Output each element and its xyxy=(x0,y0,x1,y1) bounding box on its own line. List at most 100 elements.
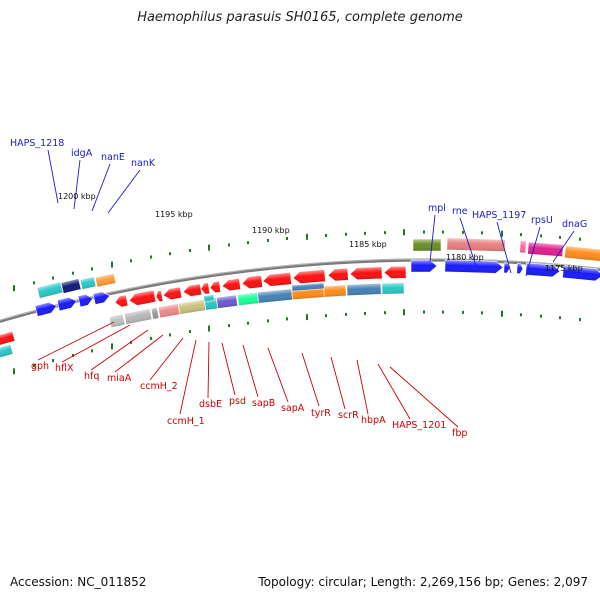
feature-box xyxy=(412,238,442,252)
forward-arrow xyxy=(92,291,111,305)
reverse-arrow xyxy=(200,282,211,295)
forward-arrow xyxy=(444,259,504,274)
feature-box xyxy=(157,303,181,319)
forward-arrow xyxy=(410,259,438,273)
leader-line xyxy=(429,214,436,263)
map-title: Haemophilus parasuis SH0165, complete ge… xyxy=(137,10,463,25)
leader-line xyxy=(61,324,131,363)
feature-box xyxy=(123,308,153,325)
ruler-ticks xyxy=(13,229,581,375)
gene-label-idgA: idgA xyxy=(71,148,93,159)
feature-box xyxy=(203,294,215,303)
reverse-arrow xyxy=(162,286,183,301)
gene-label-ccmH_1: ccmH_1 xyxy=(167,416,205,427)
kbp-label-1195: 1195 kbp xyxy=(155,210,193,219)
gene-label-HAPS_1201: HAPS_1201 xyxy=(392,420,446,431)
gene-label-sapA: sapA xyxy=(281,403,305,414)
reverse-arrow xyxy=(155,289,164,303)
reverse-arrow xyxy=(114,294,129,308)
gene-label-HAPS_1197: HAPS_1197 xyxy=(472,210,526,221)
feature-box xyxy=(519,240,527,254)
gene-label-tyrR: tyrR xyxy=(311,408,331,419)
forward-arrow xyxy=(516,263,524,274)
feature-box xyxy=(527,241,564,257)
feature-box xyxy=(177,299,207,315)
leader-line xyxy=(552,230,575,263)
gene-label-ccmH_2: ccmH_2 xyxy=(140,381,178,392)
backbone-arc xyxy=(0,258,600,323)
leader-line xyxy=(107,169,141,214)
gene-label-scrR: scrR xyxy=(338,410,359,421)
reverse-arrow xyxy=(128,289,157,306)
feature-box xyxy=(94,273,117,288)
leader-line xyxy=(221,342,236,396)
feature-box xyxy=(108,313,126,328)
gene-label-hflX: hflX xyxy=(55,363,74,374)
feature-box xyxy=(216,294,238,309)
gene-label-psd: psd xyxy=(229,396,246,407)
feature-box xyxy=(237,292,259,306)
feature-box xyxy=(60,278,82,294)
gene-label-fbp: fbp xyxy=(452,428,467,439)
leader-line xyxy=(149,337,184,381)
forward-arrow xyxy=(525,262,561,278)
leader-line xyxy=(242,344,259,398)
reverse-arrow xyxy=(349,266,383,281)
leader-line xyxy=(37,321,115,361)
reverse-arrow xyxy=(292,269,326,284)
leader-line xyxy=(114,334,164,373)
kbp-label-1190: 1190 kbp xyxy=(252,226,290,235)
gene-label-rpsU: rpsU xyxy=(531,215,553,226)
forward-arrow xyxy=(56,297,78,312)
reverse-arrow xyxy=(383,265,407,279)
gene-label-hfq: hfq xyxy=(84,371,99,382)
leader-line xyxy=(356,359,369,415)
feature-box xyxy=(346,282,382,296)
feature-box xyxy=(0,343,14,359)
reverse-arrow xyxy=(262,271,292,287)
gene-label-HAPS_1218: HAPS_1218 xyxy=(10,138,64,149)
reverse-arrow xyxy=(221,278,241,292)
gene-label-gph: gph xyxy=(31,361,49,372)
kbp-label-1200: 1200 kbp xyxy=(58,192,96,201)
gene-label-nanK: nanK xyxy=(131,158,156,169)
gene-label-hbpA: hbpA xyxy=(361,415,386,426)
feature-box xyxy=(564,245,600,263)
leader-line xyxy=(207,341,210,399)
genome-summary: Topology: circular; Length: 2,269,156 bp… xyxy=(258,575,588,589)
leader-line xyxy=(525,226,541,277)
feature-box xyxy=(36,281,64,299)
gene-label-dsbE: dsbE xyxy=(199,399,222,410)
reverse-arrow xyxy=(327,267,349,282)
gene-label-dnaG: dnaG xyxy=(562,219,587,230)
feature-box xyxy=(150,306,160,320)
leader-line xyxy=(179,339,197,415)
gene-label-sapB: sapB xyxy=(252,398,275,409)
forward-arrow xyxy=(34,302,58,317)
forward-arrow xyxy=(562,265,600,282)
leader-line xyxy=(377,363,411,420)
accession-text: Accession: NC_011852 xyxy=(10,575,147,589)
kbp-label-1175: 1175 kbp xyxy=(545,264,583,273)
gene-label-nanE: nanE xyxy=(101,152,125,163)
gene-label-mpl: mpl xyxy=(428,203,446,214)
feature-box xyxy=(0,330,16,346)
feature-box xyxy=(79,276,97,290)
kbp-label-1185: 1185 kbp xyxy=(349,240,387,249)
leader-line xyxy=(459,217,477,267)
label-leaders xyxy=(37,149,575,428)
forward-arrow xyxy=(77,294,94,308)
gene-label-rne: rne xyxy=(452,206,468,217)
feature-box xyxy=(323,284,347,298)
gene-label-miaA: miaA xyxy=(107,373,132,384)
reverse-arrow xyxy=(241,274,263,290)
feature-box xyxy=(257,288,293,304)
reverse-arrow xyxy=(182,283,203,297)
leader-line xyxy=(90,329,149,371)
gene-features xyxy=(0,237,600,359)
leader-line xyxy=(47,149,59,204)
feature-box xyxy=(291,282,325,292)
feature-box xyxy=(381,282,405,295)
reverse-arrow xyxy=(209,280,222,294)
